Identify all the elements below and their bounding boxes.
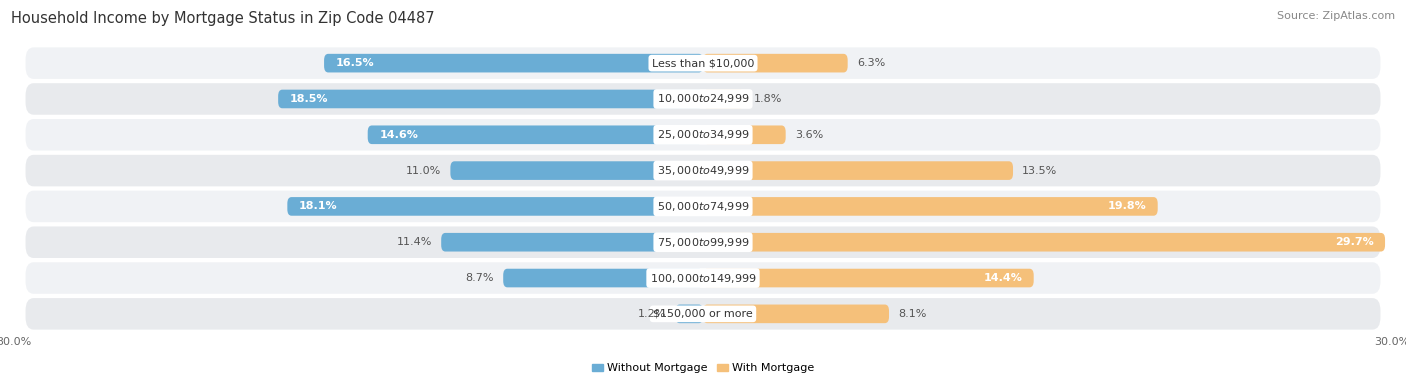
Text: 16.5%: 16.5% <box>336 58 374 68</box>
Text: 1.8%: 1.8% <box>754 94 782 104</box>
Text: 18.1%: 18.1% <box>299 201 337 211</box>
Text: 3.6%: 3.6% <box>794 130 823 140</box>
Text: Source: ZipAtlas.com: Source: ZipAtlas.com <box>1277 11 1395 21</box>
FancyBboxPatch shape <box>25 83 1381 115</box>
FancyBboxPatch shape <box>25 298 1381 329</box>
FancyBboxPatch shape <box>25 155 1381 186</box>
FancyBboxPatch shape <box>703 233 1385 251</box>
Text: 14.4%: 14.4% <box>983 273 1022 283</box>
Text: Less than $10,000: Less than $10,000 <box>652 58 754 68</box>
FancyBboxPatch shape <box>25 191 1381 222</box>
FancyBboxPatch shape <box>703 197 1157 216</box>
FancyBboxPatch shape <box>703 269 1033 287</box>
FancyBboxPatch shape <box>441 233 703 251</box>
Text: $25,000 to $34,999: $25,000 to $34,999 <box>657 128 749 141</box>
Text: 29.7%: 29.7% <box>1334 237 1374 247</box>
FancyBboxPatch shape <box>278 90 703 108</box>
Text: 18.5%: 18.5% <box>290 94 328 104</box>
Text: $75,000 to $99,999: $75,000 to $99,999 <box>657 236 749 249</box>
Text: 11.0%: 11.0% <box>406 166 441 176</box>
Text: $150,000 or more: $150,000 or more <box>654 309 752 319</box>
FancyBboxPatch shape <box>368 126 703 144</box>
FancyBboxPatch shape <box>703 161 1012 180</box>
FancyBboxPatch shape <box>323 54 703 72</box>
FancyBboxPatch shape <box>503 269 703 287</box>
Text: Household Income by Mortgage Status in Zip Code 04487: Household Income by Mortgage Status in Z… <box>11 11 434 26</box>
FancyBboxPatch shape <box>25 48 1381 79</box>
Text: $10,000 to $24,999: $10,000 to $24,999 <box>657 92 749 106</box>
FancyBboxPatch shape <box>287 197 703 216</box>
FancyBboxPatch shape <box>703 305 889 323</box>
Text: $50,000 to $74,999: $50,000 to $74,999 <box>657 200 749 213</box>
FancyBboxPatch shape <box>703 90 744 108</box>
FancyBboxPatch shape <box>450 161 703 180</box>
Text: 1.2%: 1.2% <box>638 309 666 319</box>
Text: $35,000 to $49,999: $35,000 to $49,999 <box>657 164 749 177</box>
FancyBboxPatch shape <box>25 227 1381 258</box>
Text: 14.6%: 14.6% <box>380 130 418 140</box>
Legend: Without Mortgage, With Mortgage: Without Mortgage, With Mortgage <box>588 359 818 377</box>
FancyBboxPatch shape <box>703 54 848 72</box>
FancyBboxPatch shape <box>675 305 703 323</box>
Text: 8.7%: 8.7% <box>465 273 494 283</box>
FancyBboxPatch shape <box>25 119 1381 150</box>
Text: 8.1%: 8.1% <box>898 309 927 319</box>
Text: 11.4%: 11.4% <box>396 237 432 247</box>
FancyBboxPatch shape <box>25 262 1381 294</box>
Text: 13.5%: 13.5% <box>1022 166 1057 176</box>
Text: 19.8%: 19.8% <box>1108 201 1146 211</box>
Text: $100,000 to $149,999: $100,000 to $149,999 <box>650 271 756 285</box>
Text: 6.3%: 6.3% <box>856 58 886 68</box>
FancyBboxPatch shape <box>703 126 786 144</box>
